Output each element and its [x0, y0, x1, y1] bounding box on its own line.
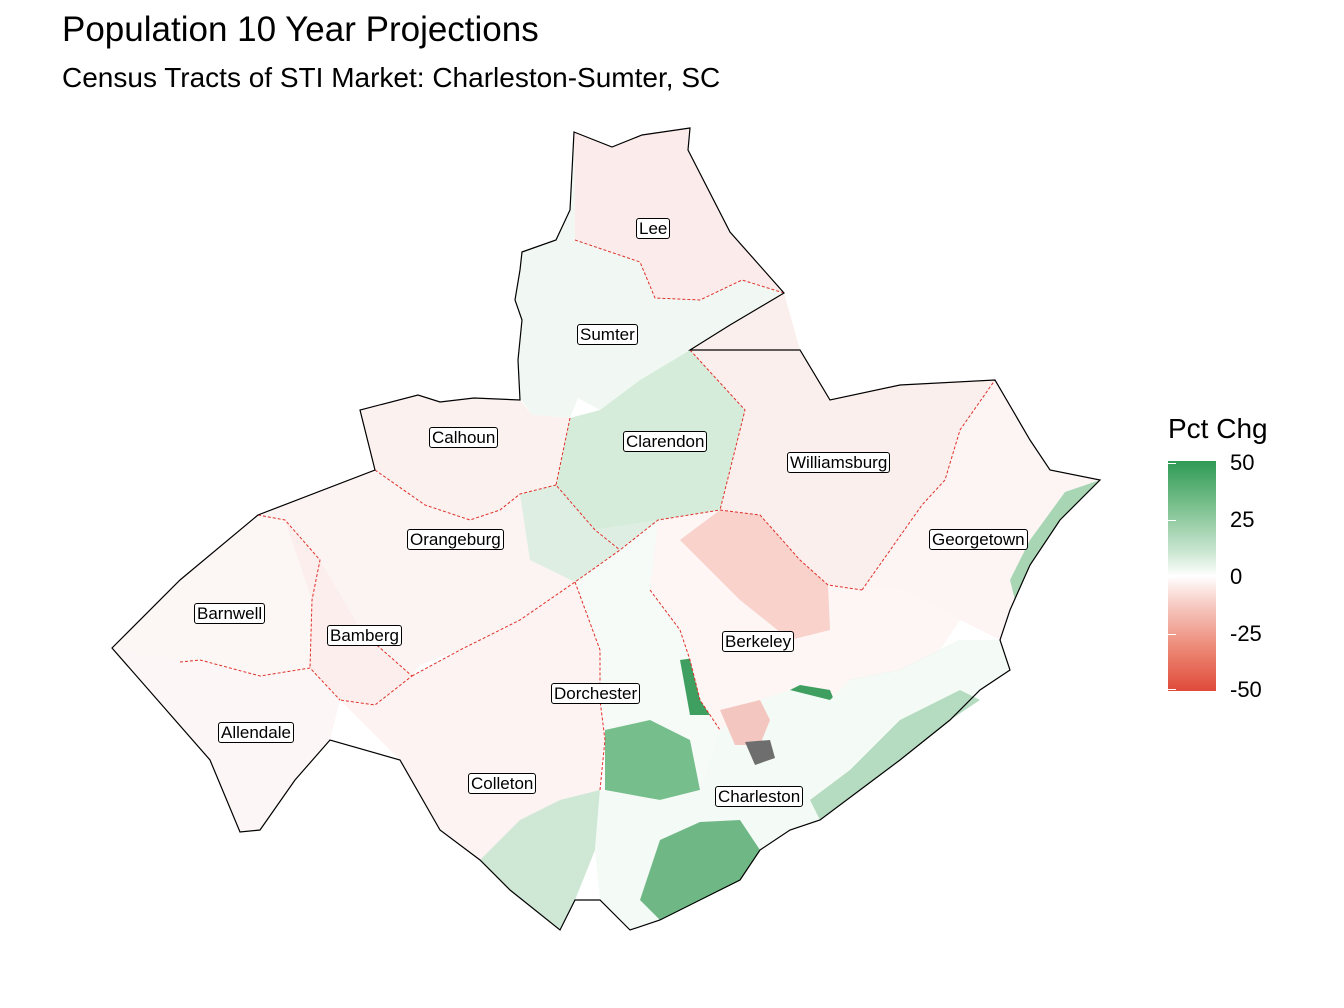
legend-tickmark [1168, 463, 1176, 464]
legend-tickmark [1168, 634, 1176, 635]
county-label-clarendon: Clarendon [623, 431, 708, 452]
legend-tick-label: -25 [1230, 621, 1262, 646]
legend-tick-label: 50 [1230, 450, 1255, 475]
legend-tickmark [1168, 520, 1176, 521]
legend-tick-label: -50 [1230, 677, 1262, 702]
county-label-sumter: Sumter [577, 324, 638, 345]
county-label-barnwell: Barnwell [194, 603, 266, 624]
county-label-williamsburg: Williamsburg [787, 452, 891, 473]
legend-tickmark [1168, 577, 1176, 578]
county-bamberg [285, 520, 412, 705]
tracts-colleton-south [480, 790, 600, 930]
legend-tick-label: 0 [1230, 564, 1243, 589]
county-label-orangeburg: Orangeburg [407, 529, 504, 550]
county-label-bamberg: Bamberg [327, 625, 402, 646]
tracts-charleston-islands [640, 820, 760, 920]
county-georgetown [862, 380, 1100, 640]
county-label-lee: Lee [636, 218, 671, 239]
county-label-dorchester: Dorchester [551, 683, 641, 704]
tract-missing-data [745, 740, 775, 765]
tracts-dorchester-growth [605, 720, 700, 800]
legend-title: Pct Chg [1168, 413, 1268, 444]
county-barnwell [112, 515, 320, 676]
county-label-colleton: Colleton [468, 773, 537, 794]
tracts-georgetown-coast [1010, 480, 1100, 600]
tracts-charleston-coast [810, 690, 980, 820]
legend-tick-label: 25 [1230, 507, 1255, 532]
county-williamsburg [690, 293, 995, 590]
county-label-calhoun: Calhoun [429, 427, 499, 448]
map-subtitle: Census Tracts of STI Market: Charleston-… [62, 62, 721, 93]
county-label-georgetown: Georgetown [929, 529, 1028, 550]
map-title: Population 10 Year Projections [62, 10, 539, 49]
legend-colorbar [1168, 461, 1216, 691]
county-calhoun [360, 395, 570, 520]
county-label-charleston: Charleston [715, 786, 804, 807]
county-label-berkeley: Berkeley [722, 631, 795, 652]
county-lee [574, 128, 784, 300]
county-label-allendale: Allendale [218, 722, 294, 743]
legend-tickmark [1168, 689, 1176, 690]
county-borders [179, 239, 996, 791]
tracts-berkeley-decline [680, 510, 830, 640]
market-outline [111, 127, 1102, 931]
tracts-charleston-peninsula [720, 700, 770, 745]
